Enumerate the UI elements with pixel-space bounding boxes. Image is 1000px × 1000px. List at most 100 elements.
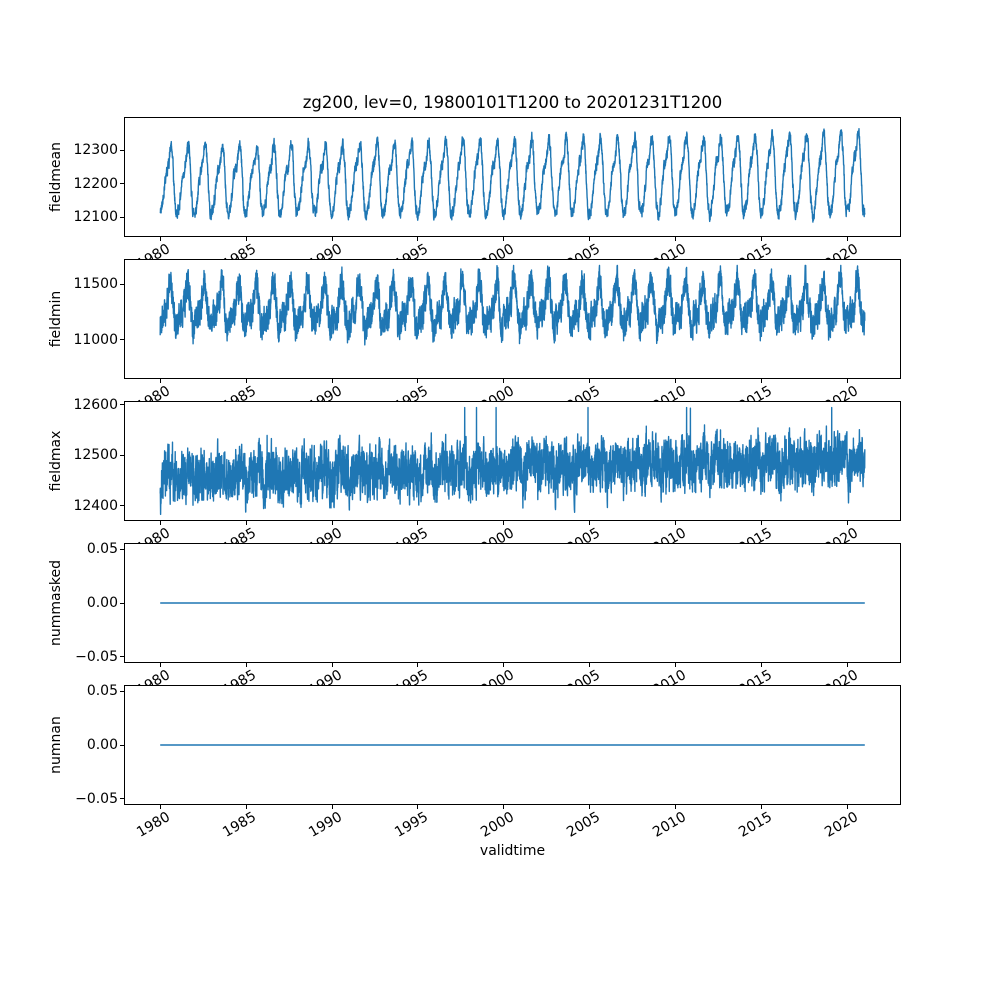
plot-svg-fieldmean bbox=[159, 127, 866, 223]
plot-area-nummasked bbox=[124, 543, 901, 663]
x-tick-mark bbox=[331, 237, 333, 241]
y-tick-label: 12400 bbox=[73, 497, 118, 514]
x-tick-mark bbox=[847, 237, 849, 241]
y-tick-mark bbox=[120, 404, 124, 406]
x-tick-label: 1995 bbox=[392, 809, 431, 841]
x-tick-mark bbox=[245, 521, 247, 525]
y-axis-label-numnan: numnan bbox=[48, 716, 64, 774]
x-tick-mark bbox=[503, 379, 505, 383]
y-tick-label: 0.00 bbox=[86, 595, 118, 611]
x-tick-mark bbox=[245, 805, 247, 809]
chart-title: zg200, lev=0, 19800101T1200 to 20201231T… bbox=[302, 93, 723, 112]
y-axis-label-fieldmax: fieldmax bbox=[48, 430, 64, 492]
x-tick-mark bbox=[331, 379, 333, 383]
x-tick-mark bbox=[417, 379, 419, 383]
x-tick-mark bbox=[675, 805, 677, 809]
x-tick-mark bbox=[675, 237, 677, 241]
y-tick-mark bbox=[120, 548, 124, 550]
y-tick-label: 0.05 bbox=[86, 541, 118, 558]
y-tick-label: 0.00 bbox=[86, 737, 118, 753]
x-tick-mark bbox=[847, 521, 849, 525]
x-tick-mark bbox=[245, 379, 247, 383]
data-line-fieldmax bbox=[159, 406, 866, 516]
x-tick-mark bbox=[331, 663, 333, 667]
x-tick-mark bbox=[847, 663, 849, 667]
x-tick-mark bbox=[417, 805, 419, 809]
plot-svg-fieldmax bbox=[159, 406, 866, 516]
x-axis-label: validtime bbox=[479, 843, 546, 859]
x-tick-label: 2015 bbox=[735, 809, 775, 841]
y-tick-mark bbox=[120, 149, 124, 151]
x-tick-mark bbox=[675, 521, 677, 525]
x-tick-mark bbox=[589, 379, 591, 383]
x-tick-label: 2020 bbox=[821, 809, 861, 841]
x-tick-mark bbox=[331, 521, 333, 525]
y-tick-label: 11500 bbox=[73, 276, 118, 293]
x-tick-mark bbox=[589, 521, 591, 525]
y-tick-mark bbox=[120, 656, 124, 658]
plot-svg-nummasked bbox=[160, 602, 865, 604]
plot-area-numnan bbox=[124, 685, 901, 805]
y-tick-label: −0.05 bbox=[75, 648, 118, 665]
x-tick-mark bbox=[589, 805, 591, 809]
y-tick-label: 0.05 bbox=[86, 683, 118, 700]
y-tick-mark bbox=[120, 216, 124, 218]
y-tick-mark bbox=[120, 690, 124, 692]
x-tick-label: 2000 bbox=[478, 809, 517, 841]
plot-area-fieldmax bbox=[124, 401, 901, 521]
y-axis-label-nummasked: nummasked bbox=[48, 559, 64, 647]
y-tick-label: 12100 bbox=[73, 209, 118, 226]
y-tick-mark bbox=[120, 454, 124, 456]
y-tick-label: 11000 bbox=[73, 331, 118, 348]
y-tick-mark bbox=[120, 283, 124, 285]
y-tick-mark bbox=[120, 339, 124, 341]
x-tick-mark bbox=[589, 237, 591, 241]
x-tick-mark bbox=[159, 805, 161, 809]
x-tick-label: 1980 bbox=[134, 809, 174, 841]
x-tick-mark bbox=[761, 521, 763, 525]
x-tick-mark bbox=[847, 379, 849, 383]
x-tick-mark bbox=[159, 663, 161, 667]
x-tick-mark bbox=[417, 521, 419, 525]
x-tick-label: 2010 bbox=[649, 809, 689, 841]
y-tick-mark bbox=[120, 744, 124, 746]
data-line-fieldmean bbox=[159, 127, 866, 223]
y-tick-mark bbox=[120, 602, 124, 604]
x-tick-mark bbox=[159, 237, 161, 241]
x-tick-mark bbox=[159, 379, 161, 383]
x-tick-mark bbox=[503, 663, 505, 667]
x-tick-mark bbox=[503, 237, 505, 241]
x-tick-mark bbox=[675, 379, 677, 383]
x-tick-mark bbox=[761, 805, 763, 809]
plot-area-fieldmean bbox=[124, 117, 901, 237]
x-tick-mark bbox=[331, 805, 333, 809]
x-tick-label: 2005 bbox=[563, 809, 603, 841]
y-tick-mark bbox=[120, 505, 124, 507]
y-tick-mark bbox=[120, 798, 124, 800]
y-tick-label: 12600 bbox=[73, 396, 118, 413]
x-tick-mark bbox=[245, 663, 247, 667]
x-tick-mark bbox=[417, 237, 419, 241]
plot-area-fieldmin bbox=[124, 259, 901, 379]
y-tick-mark bbox=[120, 183, 124, 185]
plot-svg-numnan bbox=[160, 744, 865, 746]
y-axis-label-fieldmin: fieldmin bbox=[48, 290, 64, 348]
x-tick-mark bbox=[761, 663, 763, 667]
plot-svg-fieldmin bbox=[159, 264, 866, 346]
y-tick-label: 12300 bbox=[73, 142, 118, 159]
x-tick-mark bbox=[589, 663, 591, 667]
y-axis-label-fieldmean: fieldmean bbox=[48, 142, 64, 212]
data-line-fieldmin bbox=[159, 264, 866, 346]
x-tick-mark bbox=[761, 237, 763, 241]
x-tick-mark bbox=[503, 521, 505, 525]
x-tick-mark bbox=[245, 237, 247, 241]
x-tick-mark bbox=[847, 805, 849, 809]
x-tick-label: 1990 bbox=[306, 809, 346, 841]
x-tick-mark bbox=[503, 805, 505, 809]
y-tick-label: 12200 bbox=[73, 175, 118, 192]
x-tick-mark bbox=[761, 379, 763, 383]
x-tick-mark bbox=[675, 663, 677, 667]
x-tick-mark bbox=[159, 521, 161, 525]
y-tick-label: 12500 bbox=[73, 447, 118, 464]
